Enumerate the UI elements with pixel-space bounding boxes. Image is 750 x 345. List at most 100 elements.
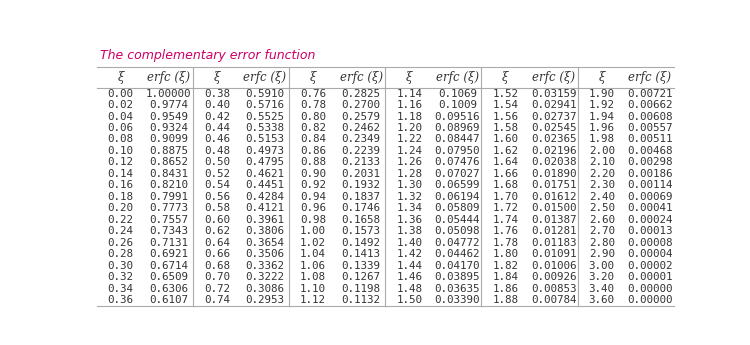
Text: 2.20: 2.20 xyxy=(589,169,615,179)
Text: 1.66: 1.66 xyxy=(493,169,518,179)
Text: 0.34: 0.34 xyxy=(108,284,134,294)
Text: 0.1932: 0.1932 xyxy=(342,180,381,190)
Text: 0.01387: 0.01387 xyxy=(531,215,576,225)
Text: 0.1492: 0.1492 xyxy=(342,238,381,248)
Text: 0.4973: 0.4973 xyxy=(245,146,284,156)
Text: 0.38: 0.38 xyxy=(204,89,230,99)
Text: 0.12: 0.12 xyxy=(108,157,134,167)
Text: 0.8210: 0.8210 xyxy=(149,180,188,190)
Text: 0.01006: 0.01006 xyxy=(531,260,576,270)
Text: 0.1573: 0.1573 xyxy=(342,226,381,236)
Text: 0.05809: 0.05809 xyxy=(435,203,480,213)
Text: 1.00000: 1.00000 xyxy=(146,89,191,99)
Text: 0.03635: 0.03635 xyxy=(435,284,480,294)
Text: 0.92: 0.92 xyxy=(300,180,326,190)
Text: 1.46: 1.46 xyxy=(396,272,422,282)
Text: ξ: ξ xyxy=(310,71,316,84)
Text: 0.84: 0.84 xyxy=(300,135,326,145)
Text: 0.8652: 0.8652 xyxy=(149,157,188,167)
Text: 0.2031: 0.2031 xyxy=(342,169,381,179)
Text: 1.38: 1.38 xyxy=(396,226,422,236)
Text: 1.02: 1.02 xyxy=(300,238,326,248)
Text: 0.78: 0.78 xyxy=(300,100,326,110)
Text: 0.02365: 0.02365 xyxy=(531,135,576,145)
Text: 0.03895: 0.03895 xyxy=(435,272,480,282)
Text: 0.6509: 0.6509 xyxy=(149,272,188,282)
Text: 0.70: 0.70 xyxy=(204,272,230,282)
Text: 1.50: 1.50 xyxy=(396,295,422,305)
Text: 0.1658: 0.1658 xyxy=(342,215,381,225)
Text: 0.24: 0.24 xyxy=(108,226,134,236)
Text: ξ: ξ xyxy=(503,71,509,84)
Text: 0.5525: 0.5525 xyxy=(245,111,284,121)
Text: 1.34: 1.34 xyxy=(396,203,422,213)
Text: 3.00: 3.00 xyxy=(589,260,615,270)
Text: 0.40: 0.40 xyxy=(204,100,230,110)
Text: 0.03159: 0.03159 xyxy=(531,89,576,99)
Text: 0.1413: 0.1413 xyxy=(342,249,381,259)
Text: 0.05098: 0.05098 xyxy=(435,226,480,236)
Text: erfc (ξ): erfc (ξ) xyxy=(532,71,575,84)
Text: 0.1746: 0.1746 xyxy=(342,203,381,213)
Text: 0.02737: 0.02737 xyxy=(531,111,576,121)
Text: 2.40: 2.40 xyxy=(589,192,615,202)
Text: 1.30: 1.30 xyxy=(396,180,422,190)
Text: 2.60: 2.60 xyxy=(589,215,615,225)
Text: 1.94: 1.94 xyxy=(589,111,615,121)
Text: 0.90: 0.90 xyxy=(300,169,326,179)
Text: 0.96: 0.96 xyxy=(300,203,326,213)
Text: 1.18: 1.18 xyxy=(396,111,422,121)
Text: 2.30: 2.30 xyxy=(589,180,615,190)
Text: 0.08969: 0.08969 xyxy=(435,123,480,133)
Text: 1.80: 1.80 xyxy=(493,249,518,259)
Text: 1.44: 1.44 xyxy=(396,260,422,270)
Text: 1.28: 1.28 xyxy=(396,169,422,179)
Text: 0.1132: 0.1132 xyxy=(342,295,381,305)
Text: ξ: ξ xyxy=(598,71,605,84)
Text: 0.2462: 0.2462 xyxy=(342,123,381,133)
Text: 1.26: 1.26 xyxy=(396,157,422,167)
Text: 0.00114: 0.00114 xyxy=(627,180,673,190)
Text: 0.42: 0.42 xyxy=(204,111,230,121)
Text: 1.74: 1.74 xyxy=(493,215,518,225)
Text: 0.98: 0.98 xyxy=(300,215,326,225)
Text: 0.00662: 0.00662 xyxy=(627,100,673,110)
Text: 0.52: 0.52 xyxy=(204,169,230,179)
Text: 0.04462: 0.04462 xyxy=(435,249,480,259)
Text: erfc (ξ): erfc (ξ) xyxy=(244,71,286,84)
Text: 0.2239: 0.2239 xyxy=(342,146,381,156)
Text: ξ: ξ xyxy=(214,71,220,84)
Text: 0.32: 0.32 xyxy=(108,272,134,282)
Text: 2.70: 2.70 xyxy=(589,226,615,236)
Text: erfc (ξ): erfc (ξ) xyxy=(147,71,190,84)
Text: 1.90: 1.90 xyxy=(589,89,615,99)
Text: 0.9099: 0.9099 xyxy=(149,135,188,145)
Text: 0.01890: 0.01890 xyxy=(531,169,576,179)
Text: 0.5910: 0.5910 xyxy=(245,89,284,99)
Text: 1.20: 1.20 xyxy=(396,123,422,133)
Text: 0.00468: 0.00468 xyxy=(627,146,673,156)
Text: 0.30: 0.30 xyxy=(108,260,134,270)
Text: 0.3654: 0.3654 xyxy=(245,238,284,248)
Text: 1.68: 1.68 xyxy=(493,180,518,190)
Text: 0.44: 0.44 xyxy=(204,123,230,133)
Text: 0.9774: 0.9774 xyxy=(149,100,188,110)
Text: ξ: ξ xyxy=(406,71,412,84)
Text: 0.5716: 0.5716 xyxy=(245,100,284,110)
Text: 0.00000: 0.00000 xyxy=(627,284,673,294)
Text: 0.08447: 0.08447 xyxy=(435,135,480,145)
Text: 0.88: 0.88 xyxy=(300,157,326,167)
Text: 0.00926: 0.00926 xyxy=(531,272,576,282)
Text: 0.36: 0.36 xyxy=(108,295,134,305)
Text: 0.01183: 0.01183 xyxy=(531,238,576,248)
Text: 1.60: 1.60 xyxy=(493,135,518,145)
Text: 0.28: 0.28 xyxy=(108,249,134,259)
Text: 0.3806: 0.3806 xyxy=(245,226,284,236)
Text: erfc (ξ): erfc (ξ) xyxy=(340,71,382,84)
Text: 0.64: 0.64 xyxy=(204,238,230,248)
Text: 1.78: 1.78 xyxy=(493,238,518,248)
Text: 1.64: 1.64 xyxy=(493,157,518,167)
Text: 1.54: 1.54 xyxy=(493,100,518,110)
Text: 0.14: 0.14 xyxy=(108,169,134,179)
Text: 0.26: 0.26 xyxy=(108,238,134,248)
